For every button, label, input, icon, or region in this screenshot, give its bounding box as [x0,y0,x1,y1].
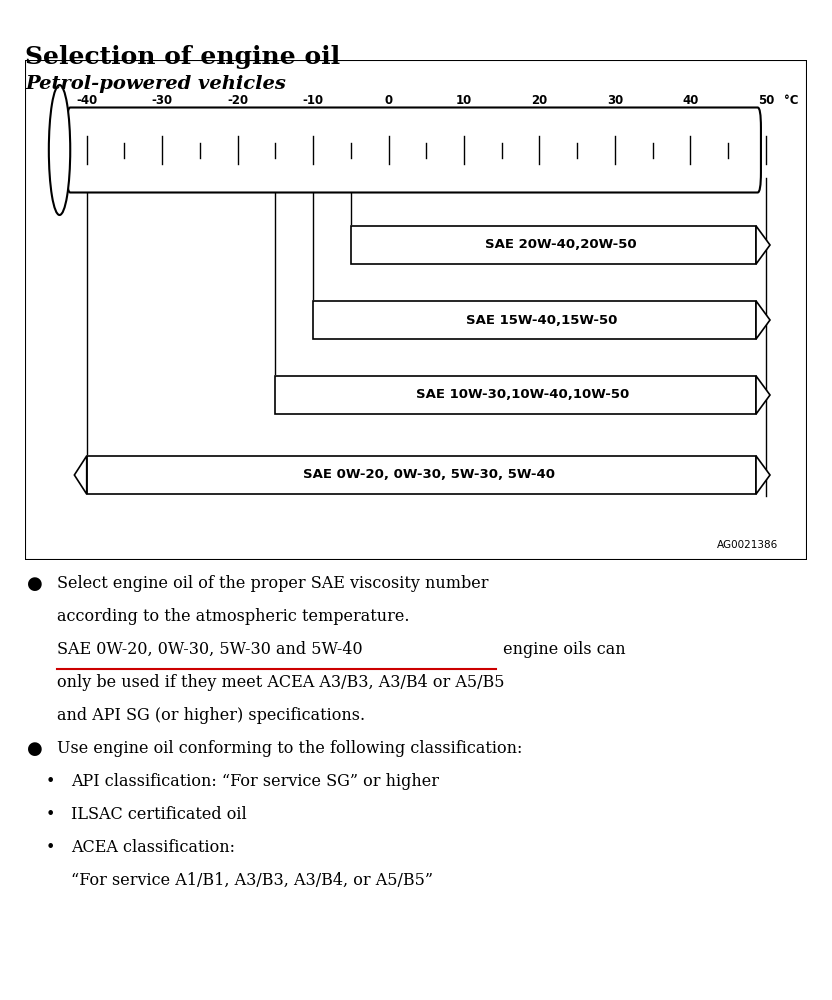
Text: SAE 0W-20, 0W-30, 5W-30 and 5W-40: SAE 0W-20, 0W-30, 5W-30 and 5W-40 [57,641,362,658]
Polygon shape [756,456,770,494]
Text: -20: -20 [227,95,248,107]
Text: “For service A1/B1, A3/B3, A3/B4, or A5/B5”: “For service A1/B1, A3/B3, A3/B4, or A5/… [71,872,433,889]
Text: ILSAC certificated oil: ILSAC certificated oil [71,806,246,823]
Text: SAE 20W-40,20W-50: SAE 20W-40,20W-50 [485,238,636,251]
Polygon shape [74,456,87,494]
Text: ●: ● [27,575,42,593]
Text: 20: 20 [532,95,547,107]
Text: according to the atmospheric temperature.: according to the atmospheric temperature… [57,608,409,625]
Text: 0: 0 [384,95,393,107]
Circle shape [49,85,70,215]
Text: API classification: “For service SG” or higher: API classification: “For service SG” or … [71,773,438,790]
Text: •: • [46,806,55,823]
Text: °C: °C [784,95,799,107]
Text: SAE 0W-20, 0W-30, 5W-30, 5W-40: SAE 0W-20, 0W-30, 5W-30, 5W-40 [303,468,555,482]
Text: •: • [46,773,55,790]
Text: SAE 10W-30,10W-40,10W-50: SAE 10W-30,10W-40,10W-50 [417,388,630,401]
FancyBboxPatch shape [87,456,756,494]
FancyBboxPatch shape [67,107,761,192]
FancyBboxPatch shape [313,301,756,339]
Text: Petrol-powered vehicles: Petrol-powered vehicles [25,75,286,93]
Text: -10: -10 [303,95,324,107]
Polygon shape [756,226,770,264]
FancyBboxPatch shape [351,226,756,264]
Text: only be used if they meet ACEA A3/B3, A3/B4 or A5/B5: only be used if they meet ACEA A3/B3, A3… [57,674,504,691]
Polygon shape [756,301,770,339]
Text: engine oils can: engine oils can [498,641,625,658]
FancyBboxPatch shape [275,376,756,414]
Text: •: • [46,839,55,856]
Text: SAE 15W-40,15W-50: SAE 15W-40,15W-50 [466,314,617,326]
Text: AG0021386: AG0021386 [717,540,778,550]
Text: ACEA classification:: ACEA classification: [71,839,235,856]
Text: ●: ● [27,740,42,758]
Text: Select engine oil of the proper SAE viscosity number: Select engine oil of the proper SAE visc… [57,575,488,592]
Text: and API SG (or higher) specifications.: and API SG (or higher) specifications. [57,707,364,724]
Text: 50: 50 [758,95,774,107]
Text: 40: 40 [682,95,699,107]
Polygon shape [756,376,770,414]
Text: 10: 10 [456,95,472,107]
Text: -30: -30 [151,95,173,107]
Text: Selection of engine oil: Selection of engine oil [25,45,340,69]
Text: -40: -40 [76,95,97,107]
Text: Use engine oil conforming to the following classification:: Use engine oil conforming to the followi… [57,740,522,757]
Text: 30: 30 [607,95,623,107]
